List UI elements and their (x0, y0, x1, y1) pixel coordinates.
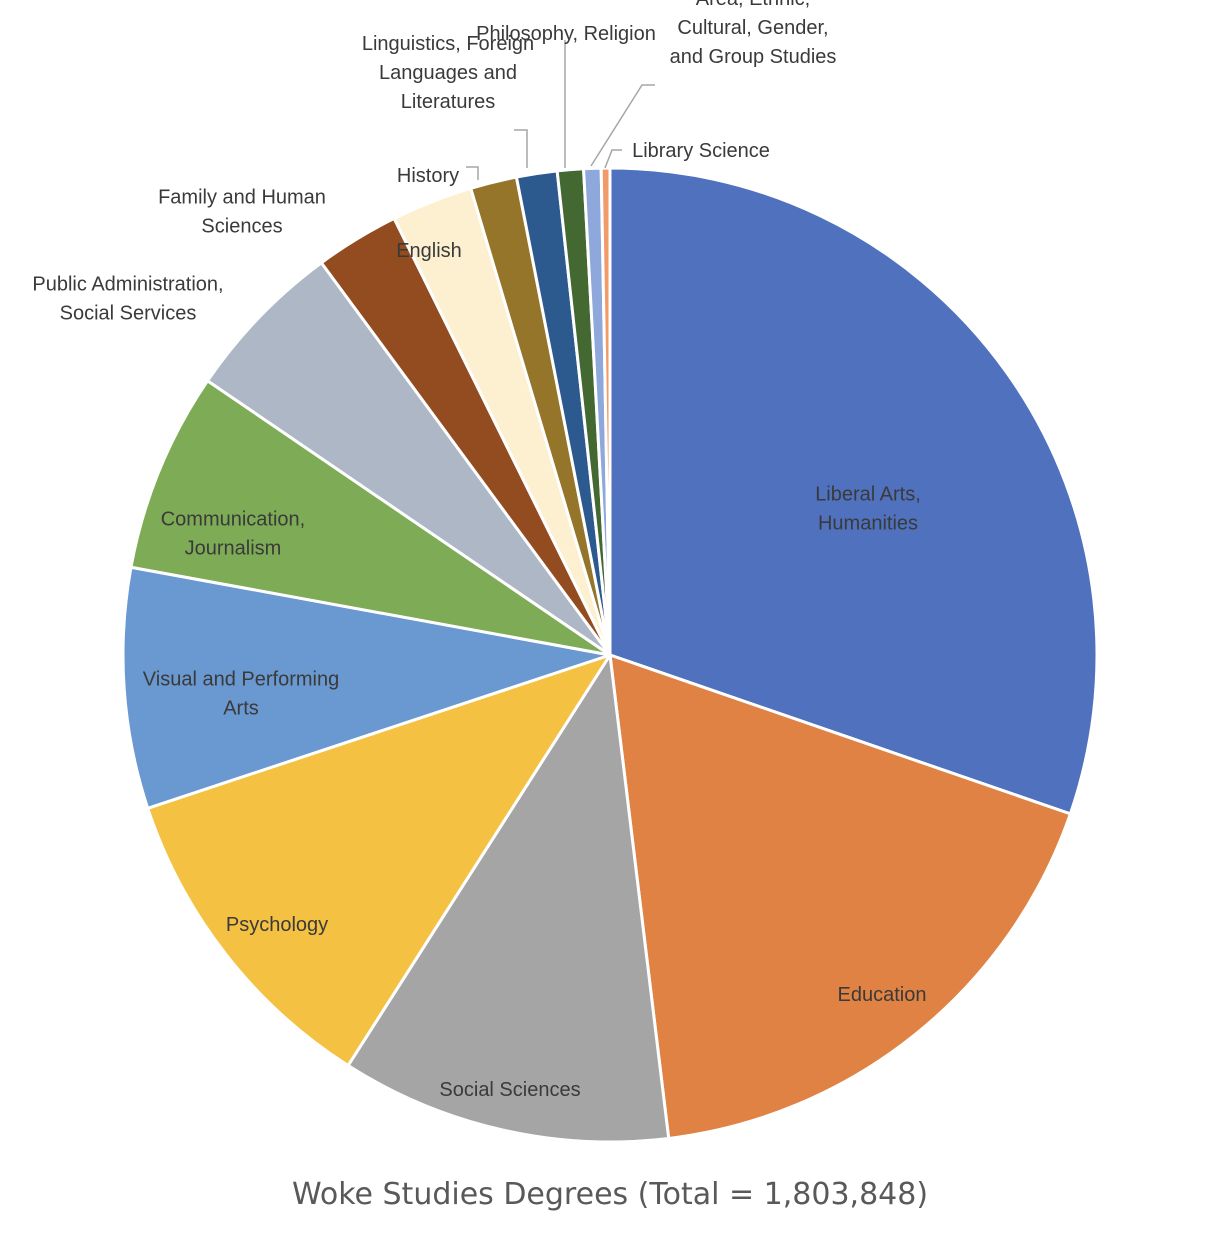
slice-label-line: Education (838, 984, 927, 1006)
slice-label-line: Languages and (379, 62, 517, 84)
slice-labels: Liberal Arts, Humanities Education Social S… (32, 0, 926, 1101)
pie-slice-0 (608, 166, 1099, 816)
slice-label-7: Family and Human Sciences (158, 187, 326, 238)
slice-label-line: Social Sciences (439, 1079, 580, 1101)
pie-slice-1 (608, 653, 1072, 1140)
slice-label-line: and Group Studies (670, 46, 837, 68)
slice-label-9: History (397, 165, 459, 187)
slice-label-line: Arts (223, 698, 259, 720)
pie-slice-3 (146, 653, 612, 1068)
slice-label-1: Education (838, 984, 927, 1006)
slice-label-line: Social Services (60, 303, 197, 325)
slice-label-line: Journalism (185, 538, 282, 560)
pie-slice-5 (129, 379, 612, 657)
slice-label-5: Communication, Journalism (161, 509, 306, 560)
pie-slice-6 (206, 261, 612, 657)
slice-label-line: Area, Ethnic, (696, 0, 811, 10)
slice-label-10: Linguistics, Foreign Languages and Literat… (362, 33, 534, 113)
slice-label-line: Linguistics, Foreign (362, 33, 534, 55)
slice-label-line: Psychology (226, 914, 328, 936)
slice-label-line: Liberal Arts, (815, 484, 921, 506)
pie-slice-2 (346, 653, 671, 1144)
slice-label-2: Social Sciences (439, 1079, 580, 1101)
leader-line-12 (590, 84, 655, 167)
leader-line-9 (466, 166, 479, 180)
slice-label-4: Visual and Performing Arts (143, 669, 339, 720)
slice-label-line: Public Administration, (32, 274, 223, 296)
slice-label-12: Area, Ethnic, Cultural, Gender, and Group … (670, 0, 837, 68)
slice-label-3: Psychology (226, 914, 328, 936)
slice-label-line: Visual and Performing (143, 669, 339, 691)
slice-label-line: Library Science (632, 140, 770, 162)
slice-label-6: Public Administration, Social Services (32, 274, 223, 325)
slice-label-0: Liberal Arts, Humanities (815, 484, 921, 535)
slice-label-line: Family and Human (158, 187, 326, 209)
slice-label-line: Humanities (818, 513, 918, 535)
leader-lines (466, 40, 655, 180)
slice-label-line: English (396, 240, 462, 262)
slice-label-line: Communication, (161, 509, 306, 531)
slice-label-line: Philosophy, Religion (476, 23, 656, 45)
pie-slice-4 (121, 565, 612, 810)
slice-label-line: Sciences (201, 216, 282, 238)
leader-line-13 (604, 149, 622, 169)
slice-label-11: Philosophy, Religion (476, 23, 656, 45)
slice-label-8: English (396, 240, 462, 262)
slice-label-line: Cultural, Gender, (677, 17, 828, 39)
pie-slices (121, 166, 1099, 1144)
leader-line-10 (514, 129, 528, 168)
slice-label-13: Library Science (632, 140, 770, 162)
slice-label-line: History (397, 165, 459, 187)
slice-label-line: Literatures (401, 91, 496, 113)
chart-title: Woke Studies Degrees (Total = 1,803,848) (292, 1177, 928, 1212)
